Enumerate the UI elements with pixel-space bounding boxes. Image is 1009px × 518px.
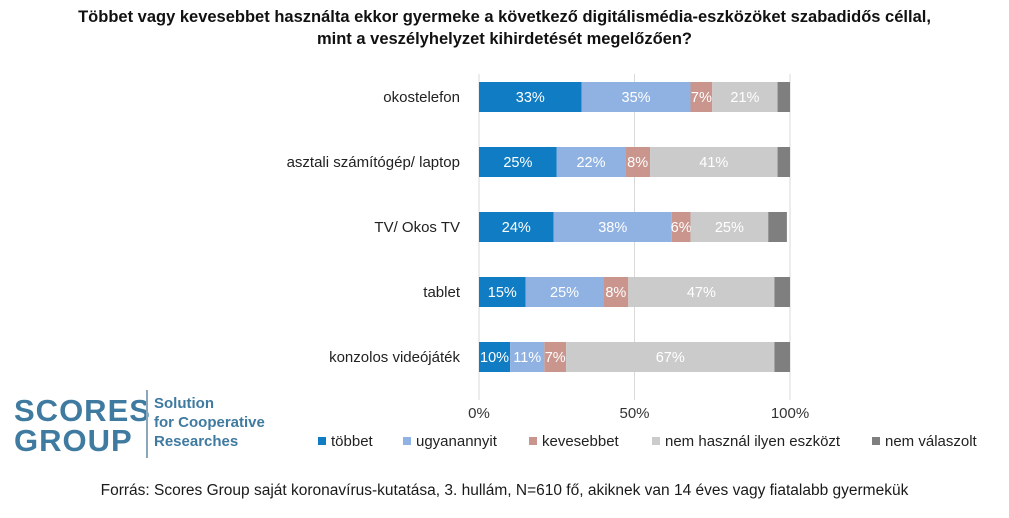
scores-group-logo: SCORES GROUP Solution for Cooperative Re… xyxy=(14,388,294,460)
data-label: 25% xyxy=(503,155,532,171)
legend-label: kevesebbet xyxy=(542,433,620,450)
bar-segment xyxy=(479,147,557,177)
chart-title-line1: Többet vagy kevesebbet használta ekkor g… xyxy=(78,8,931,26)
bar-segment xyxy=(650,147,778,177)
logo-tagline-3: Researches xyxy=(154,433,239,450)
data-label: 21% xyxy=(730,90,759,106)
data-label: 33% xyxy=(516,90,545,106)
bar-segment xyxy=(690,212,769,242)
bar-segment xyxy=(777,82,790,112)
logo-divider xyxy=(146,390,148,458)
bar-segment xyxy=(581,82,691,112)
data-label: 11% xyxy=(513,350,541,366)
data-label: 41% xyxy=(699,155,728,171)
legend-label: nem használ ilyen eszközt xyxy=(665,433,841,450)
bar-segment xyxy=(690,82,713,112)
data-label: 7% xyxy=(691,90,712,106)
logo-tagline-2: for Cooperative xyxy=(154,414,265,431)
category-label: asztali számítógép/ laptop xyxy=(287,154,460,171)
data-label: 24% xyxy=(502,220,531,236)
bar-segment xyxy=(525,277,604,307)
legend-swatch xyxy=(318,437,326,445)
logo-word-group: GROUP xyxy=(14,423,133,458)
x-tick-label: 0% xyxy=(468,405,490,422)
category-label: okostelefon xyxy=(383,89,460,106)
legend-label: többet xyxy=(331,433,374,450)
x-tick-label: 50% xyxy=(619,405,649,422)
bar-segment xyxy=(774,277,790,307)
data-label: 6% xyxy=(671,220,692,236)
data-label: 8% xyxy=(605,285,626,301)
data-label: 25% xyxy=(715,220,744,236)
data-label: 25% xyxy=(550,285,579,301)
legend-swatch xyxy=(529,437,537,445)
legend-label: ugyanannyit xyxy=(416,433,498,450)
bar-segment xyxy=(566,342,775,372)
bar-segment xyxy=(544,342,567,372)
category-label: TV/ Okos TV xyxy=(374,219,460,236)
bar-segment xyxy=(625,147,651,177)
legend-swatch xyxy=(652,437,660,445)
bar-segment xyxy=(712,82,778,112)
bar-segment xyxy=(479,82,582,112)
bar-segment xyxy=(768,212,787,242)
bar-segment xyxy=(603,277,629,307)
logo-tagline-1: Solution xyxy=(154,395,214,412)
category-label: tablet xyxy=(423,284,461,301)
chart-title: Többet vagy kevesebbet használta ekkor g… xyxy=(0,6,1009,50)
legend-label: nem válaszolt xyxy=(885,433,978,450)
bar-segment xyxy=(556,147,626,177)
bar-segment xyxy=(628,277,775,307)
bar-segment xyxy=(479,342,511,372)
data-label: 47% xyxy=(687,285,716,301)
data-label: 22% xyxy=(576,155,605,171)
data-label: 15% xyxy=(488,285,517,301)
x-tick-label: 100% xyxy=(771,405,809,422)
data-label: 8% xyxy=(627,155,648,171)
bar-segment xyxy=(479,277,526,307)
source-note: Forrás: Scores Group saját koronavírus-k… xyxy=(100,482,909,499)
data-label: 38% xyxy=(598,220,627,236)
bar-segment xyxy=(510,342,545,372)
bar-segment xyxy=(774,342,790,372)
data-label: 10% xyxy=(480,350,509,366)
data-label: 67% xyxy=(656,350,685,366)
logo-word-scores: SCORES xyxy=(14,393,151,428)
bar-segment xyxy=(671,212,691,242)
bar-segment xyxy=(479,212,554,242)
category-label: konzolos videójáték xyxy=(329,349,460,366)
bar-segment xyxy=(553,212,672,242)
data-label: 35% xyxy=(622,90,651,106)
legend-swatch xyxy=(872,437,880,445)
data-label: 7% xyxy=(545,350,566,366)
chart-title-line2: mint a veszélyhelyzet kihirdetését megel… xyxy=(316,30,693,48)
bar-segment xyxy=(777,147,790,177)
legend-swatch xyxy=(403,437,411,445)
